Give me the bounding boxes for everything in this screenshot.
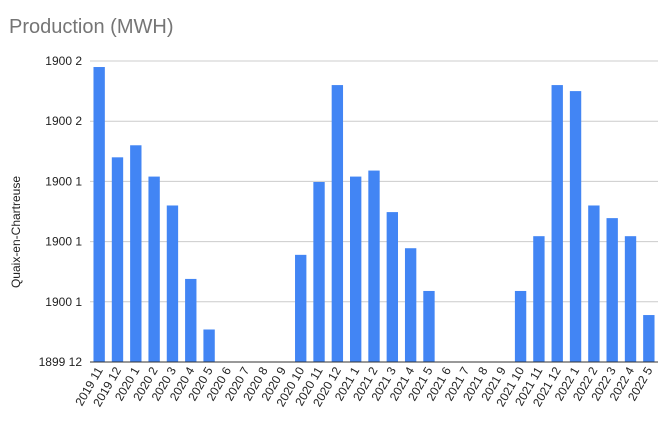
- y-axis-ticks: 1899 12 1900 1 1900 1 1900 1 1900 2 1900 2: [39, 54, 83, 369]
- bar: [423, 290, 435, 362]
- y-tick-label: 1900 1: [45, 235, 82, 249]
- y-tick-label: 1900 1: [45, 174, 82, 188]
- bar: [349, 176, 362, 362]
- bar: [93, 67, 105, 363]
- bar: [203, 329, 215, 362]
- bar: [624, 236, 637, 362]
- y-tick-label: 1899 12: [39, 355, 83, 369]
- chart-title: Production (MWH): [9, 16, 174, 38]
- bar: [569, 91, 582, 362]
- bar: [514, 290, 527, 362]
- bar: [643, 315, 655, 362]
- bar: [386, 212, 399, 362]
- bar: [166, 205, 179, 362]
- bars: [93, 67, 655, 363]
- bar: [295, 254, 307, 362]
- bar: [588, 205, 600, 362]
- bar: [368, 170, 380, 362]
- bar: [533, 236, 545, 362]
- bar: [148, 176, 160, 362]
- bar: [130, 145, 142, 362]
- bar: [111, 157, 124, 362]
- y-tick-label: 1900 2: [45, 54, 82, 68]
- bar: [331, 85, 344, 362]
- bar: [313, 182, 325, 362]
- bar: [185, 278, 197, 362]
- bar: [404, 248, 417, 362]
- bar: [606, 218, 618, 362]
- bar: [551, 85, 563, 362]
- y-tick-label: 1900 2: [45, 114, 82, 128]
- y-tick-label: 1900 1: [45, 295, 82, 309]
